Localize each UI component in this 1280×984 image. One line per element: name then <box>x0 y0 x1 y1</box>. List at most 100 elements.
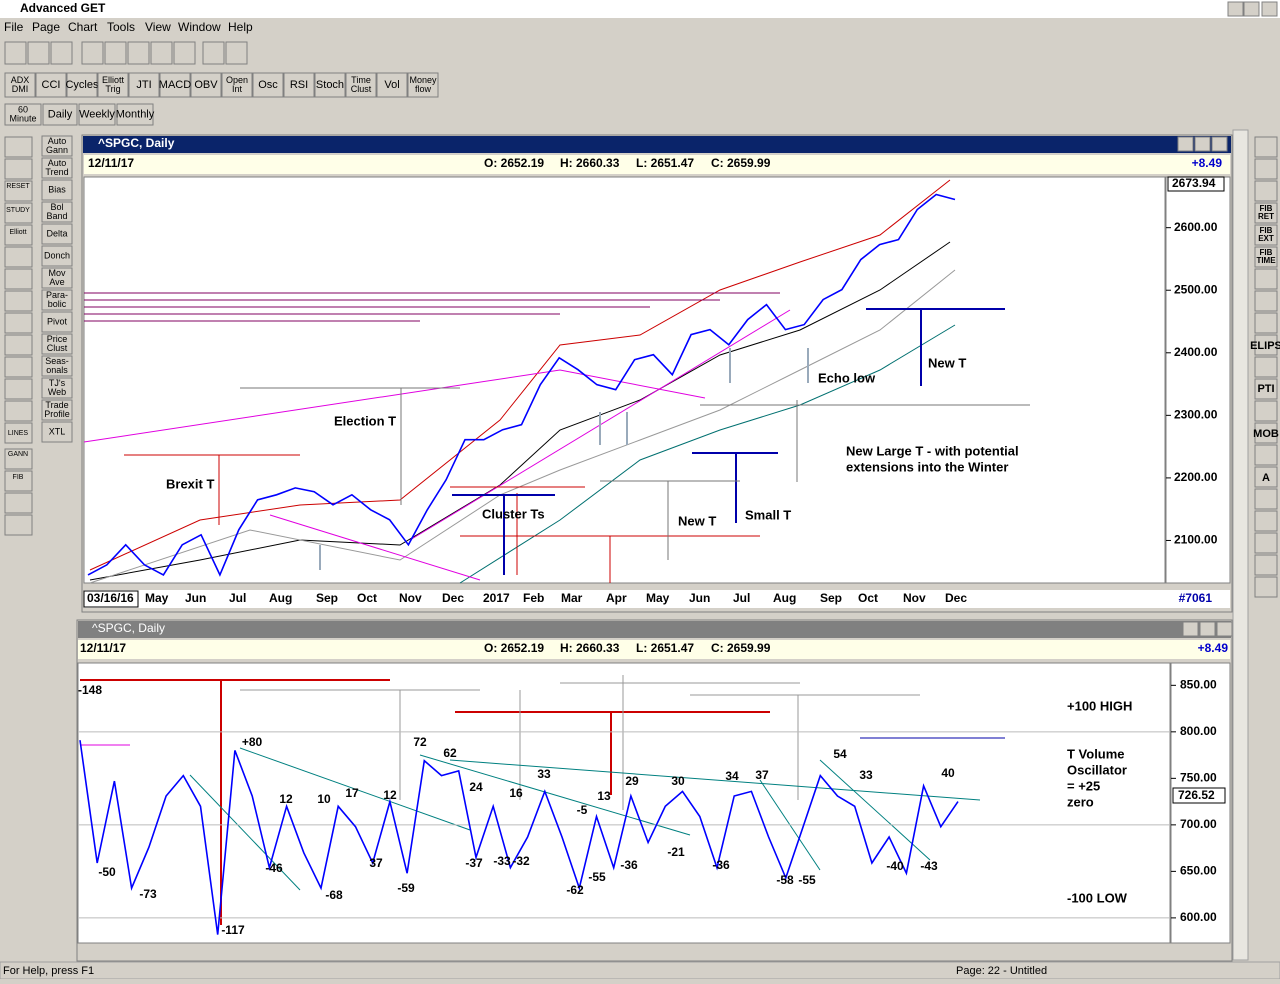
button[interactable] <box>159 72 191 98</box>
button[interactable] <box>116 103 154 126</box>
button[interactable] <box>41 201 73 223</box>
button[interactable] <box>41 289 73 311</box>
button[interactable] <box>41 399 73 421</box>
button[interactable] <box>407 72 439 98</box>
menu-item[interactable]: Window <box>178 20 221 34</box>
right-icon[interactable] <box>1254 312 1278 334</box>
right-icon[interactable] <box>1254 158 1278 180</box>
window-button[interactable] <box>1216 621 1233 637</box>
right-icon[interactable] <box>1254 180 1278 202</box>
window-button[interactable] <box>1211 136 1228 152</box>
window-button[interactable] <box>1177 136 1194 152</box>
tool-icon[interactable] <box>127 41 150 65</box>
right-icon[interactable] <box>1254 554 1278 576</box>
button[interactable] <box>41 377 73 399</box>
right-icon[interactable] <box>1254 466 1278 488</box>
button[interactable] <box>283 72 315 98</box>
button[interactable] <box>41 333 73 355</box>
button[interactable] <box>376 72 408 98</box>
left-icon[interactable] <box>4 202 33 224</box>
right-icon[interactable] <box>1254 510 1278 532</box>
button[interactable] <box>221 72 253 98</box>
right-icon[interactable] <box>1254 334 1278 356</box>
right-icon[interactable] <box>1254 356 1278 378</box>
left-icon[interactable] <box>4 448 33 470</box>
right-icon[interactable] <box>1254 136 1278 158</box>
left-icon[interactable] <box>4 268 33 290</box>
menu-item[interactable]: File <box>4 20 24 34</box>
window-button[interactable] <box>1243 1 1260 17</box>
left-icon[interactable] <box>4 246 33 268</box>
button[interactable] <box>41 245 73 267</box>
tool-icon[interactable] <box>81 41 104 65</box>
left-icon[interactable] <box>4 224 33 246</box>
button[interactable] <box>252 72 284 98</box>
button[interactable] <box>41 355 73 377</box>
button[interactable] <box>41 157 73 179</box>
button[interactable] <box>41 421 73 443</box>
tool-icon[interactable] <box>27 41 50 65</box>
menu-item[interactable]: Help <box>228 20 253 34</box>
left-icon[interactable] <box>4 400 33 422</box>
left-icon[interactable] <box>4 422 33 444</box>
left-icon[interactable] <box>4 158 33 180</box>
tool-icon[interactable] <box>104 41 127 65</box>
left-icon[interactable] <box>4 356 33 378</box>
right-icon[interactable] <box>1254 202 1278 224</box>
button[interactable] <box>4 103 42 126</box>
left-icon[interactable] <box>4 312 33 334</box>
button[interactable] <box>97 72 129 98</box>
button-label: Profile <box>44 409 70 419</box>
button[interactable] <box>345 72 377 98</box>
left-icon[interactable] <box>4 470 33 492</box>
menu-item[interactable]: View <box>145 20 171 34</box>
right-icon[interactable] <box>1254 488 1278 510</box>
menu-item[interactable]: Tools <box>107 20 135 34</box>
tool-icon[interactable] <box>150 41 173 65</box>
right-icon[interactable] <box>1254 290 1278 312</box>
osc-label: 29 <box>625 774 639 788</box>
button[interactable] <box>4 72 36 98</box>
button[interactable] <box>41 135 73 157</box>
right-icon[interactable] <box>1254 532 1278 554</box>
window-button[interactable] <box>1182 621 1199 637</box>
left-icon[interactable] <box>4 334 33 356</box>
right-icon[interactable] <box>1254 444 1278 466</box>
button[interactable] <box>41 311 73 333</box>
right-icon[interactable] <box>1254 576 1278 598</box>
left-icon[interactable] <box>4 492 33 514</box>
left-icon[interactable] <box>4 514 33 536</box>
button[interactable] <box>78 103 116 126</box>
left-icon[interactable] <box>4 378 33 400</box>
tool-icon[interactable] <box>4 41 27 65</box>
button[interactable] <box>35 72 67 98</box>
right-icon[interactable] <box>1254 224 1278 246</box>
button[interactable] <box>128 72 160 98</box>
tool-icon[interactable] <box>202 41 225 65</box>
menu-item[interactable]: Page <box>32 20 60 34</box>
menu-item[interactable]: Chart <box>68 20 98 34</box>
window-button[interactable] <box>1199 621 1216 637</box>
tool-icon[interactable] <box>225 41 248 65</box>
window-button[interactable] <box>1261 1 1278 17</box>
left-icon[interactable] <box>4 180 33 202</box>
left-icon[interactable] <box>4 290 33 312</box>
button[interactable] <box>41 179 73 201</box>
button[interactable] <box>41 267 73 289</box>
left-icon[interactable] <box>4 136 33 158</box>
button[interactable] <box>190 72 222 98</box>
window-button[interactable] <box>1194 136 1211 152</box>
tool-icon[interactable] <box>173 41 196 65</box>
right-icon[interactable] <box>1254 268 1278 290</box>
window-button[interactable] <box>1227 1 1244 17</box>
right-icon[interactable] <box>1254 400 1278 422</box>
button[interactable] <box>314 72 346 98</box>
button[interactable] <box>41 223 73 245</box>
tool-icon[interactable] <box>50 41 73 65</box>
button[interactable] <box>42 103 78 126</box>
button[interactable] <box>66 72 98 98</box>
right-icon[interactable] <box>1254 378 1278 400</box>
scrollbar[interactable] <box>1232 129 1249 961</box>
right-icon[interactable] <box>1254 422 1278 444</box>
right-icon[interactable] <box>1254 246 1278 268</box>
